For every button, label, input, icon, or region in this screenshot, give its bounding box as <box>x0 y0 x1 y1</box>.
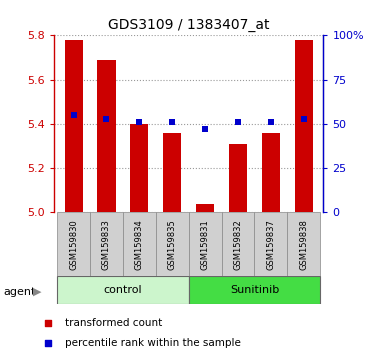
Text: GSM159834: GSM159834 <box>135 219 144 270</box>
Title: GDS3109 / 1383407_at: GDS3109 / 1383407_at <box>108 18 270 32</box>
Point <box>288 257 295 263</box>
Bar <box>189 212 221 276</box>
Bar <box>189 276 320 304</box>
Bar <box>97 60 116 212</box>
Text: GSM159838: GSM159838 <box>299 219 308 270</box>
Bar <box>65 40 83 212</box>
Bar <box>262 133 280 212</box>
Text: agent: agent <box>4 287 36 297</box>
Bar <box>130 124 148 212</box>
Text: GSM159830: GSM159830 <box>69 219 78 270</box>
Bar <box>156 212 189 276</box>
Bar <box>295 40 313 212</box>
Bar <box>229 144 247 212</box>
Bar <box>90 212 123 276</box>
Text: ▶: ▶ <box>33 287 41 297</box>
Text: GSM159835: GSM159835 <box>168 219 177 270</box>
Text: percentile rank within the sample: percentile rank within the sample <box>65 338 241 348</box>
Text: transformed count: transformed count <box>65 318 162 328</box>
Bar <box>221 212 254 276</box>
Text: control: control <box>104 285 142 295</box>
Bar <box>57 212 90 276</box>
Text: GSM159837: GSM159837 <box>266 219 275 270</box>
Text: GSM159833: GSM159833 <box>102 219 111 270</box>
Text: GSM159831: GSM159831 <box>201 219 209 270</box>
Bar <box>287 212 320 276</box>
Bar <box>123 212 156 276</box>
Bar <box>196 204 214 212</box>
Bar <box>57 276 189 304</box>
Text: Sunitinib: Sunitinib <box>230 285 279 295</box>
Text: GSM159832: GSM159832 <box>233 219 243 270</box>
Point <box>288 80 295 86</box>
Bar <box>254 212 287 276</box>
Bar <box>163 133 181 212</box>
